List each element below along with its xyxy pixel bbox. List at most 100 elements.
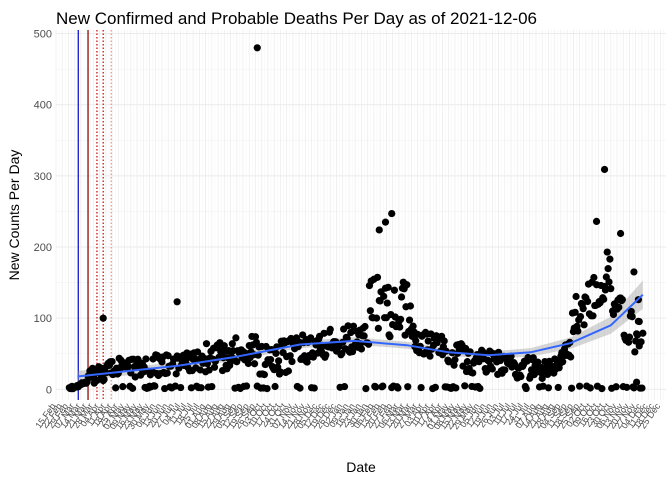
- data-point: [603, 248, 611, 256]
- data-point: [592, 217, 601, 226]
- data-point: [310, 384, 318, 392]
- data-point: [396, 323, 404, 331]
- data-point: [633, 378, 641, 386]
- data-point: [600, 165, 609, 174]
- data-point: [272, 349, 280, 357]
- data-point: [386, 333, 394, 341]
- data-point: [529, 354, 537, 362]
- data-point: [517, 373, 525, 381]
- data-point: [384, 283, 392, 291]
- major-gridlines: [55, 30, 666, 400]
- data-point: [100, 375, 108, 384]
- data-point: [119, 383, 127, 391]
- data-point: [112, 384, 120, 392]
- data-point: [99, 314, 107, 322]
- data-point: [374, 324, 382, 332]
- data-point: [412, 337, 420, 345]
- y-tick-label: 400: [34, 100, 52, 112]
- data-point: [445, 358, 453, 366]
- data-point: [250, 360, 259, 368]
- data-point: [228, 340, 236, 348]
- reference-lines: [77, 30, 112, 400]
- data-point: [543, 370, 552, 379]
- data-point: [440, 337, 448, 345]
- data-point: [197, 384, 205, 392]
- data-point: [322, 351, 330, 359]
- y-tick-label: 500: [34, 29, 52, 41]
- data-point: [343, 334, 351, 343]
- data-point: [576, 312, 585, 321]
- data-point: [424, 337, 432, 345]
- data-point: [589, 312, 597, 320]
- data-point: [142, 355, 150, 363]
- data-point: [406, 302, 415, 310]
- data-point: [128, 384, 137, 392]
- data-point: [616, 229, 625, 238]
- data-point: [630, 268, 638, 276]
- data-point: [409, 322, 417, 330]
- data-point: [618, 295, 626, 304]
- data-point: [303, 358, 311, 366]
- data-point: [426, 352, 434, 360]
- data-point: [124, 362, 132, 371]
- data-point: [383, 299, 391, 307]
- data-point: [628, 313, 636, 321]
- data-point: [172, 370, 180, 378]
- data-point: [205, 366, 213, 374]
- data-point: [623, 383, 631, 391]
- data-point: [348, 348, 357, 356]
- data-point: [232, 334, 240, 342]
- data-point: [296, 384, 304, 392]
- data-point: [580, 321, 588, 329]
- data-point: [357, 345, 366, 353]
- data-point: [372, 314, 381, 322]
- data-point: [639, 329, 647, 337]
- data-point: [286, 352, 294, 360]
- data-point: [284, 367, 293, 375]
- data-point: [362, 385, 370, 393]
- data-point: [164, 352, 172, 360]
- data-point: [567, 353, 575, 361]
- data-point: [598, 385, 606, 393]
- data-point: [403, 281, 411, 289]
- data-point: [326, 325, 334, 333]
- data-point: [607, 285, 615, 293]
- x-axis-title: Date: [346, 459, 376, 475]
- data-point: [220, 342, 228, 350]
- data-point: [163, 369, 171, 377]
- data-point: [108, 357, 116, 366]
- data-point: [574, 327, 582, 335]
- data-point: [476, 384, 484, 393]
- data-point: [177, 383, 185, 392]
- data-point: [375, 226, 383, 234]
- data-point: [380, 292, 388, 300]
- y-axis-ticks: 0 100 200 300 400 500: [34, 29, 52, 397]
- data-point: [251, 333, 260, 341]
- data-point: [379, 382, 387, 390]
- data-point: [544, 384, 553, 392]
- data-point: [394, 384, 402, 392]
- data-point: [233, 358, 241, 366]
- data-point: [275, 357, 283, 365]
- data-point: [590, 273, 598, 282]
- data-point: [340, 382, 349, 391]
- data-point: [276, 368, 285, 376]
- data-point: [554, 383, 562, 392]
- data-point: [452, 384, 460, 392]
- data-point: [459, 362, 467, 370]
- data-point: [568, 384, 576, 392]
- data-point: [635, 317, 643, 326]
- data-point: [638, 384, 646, 392]
- data-point: [202, 340, 211, 348]
- data-point: [604, 265, 612, 273]
- data-point: [606, 255, 614, 263]
- data-point: [267, 356, 275, 364]
- smooth-trend-line: [77, 293, 644, 378]
- data-point: [469, 369, 477, 377]
- y-tick-label: 200: [34, 242, 52, 254]
- data-point: [372, 383, 380, 391]
- data-point: [572, 292, 580, 301]
- data-point: [584, 297, 592, 306]
- chart-title: New Confirmed and Probable Deaths Per Da…: [56, 9, 537, 28]
